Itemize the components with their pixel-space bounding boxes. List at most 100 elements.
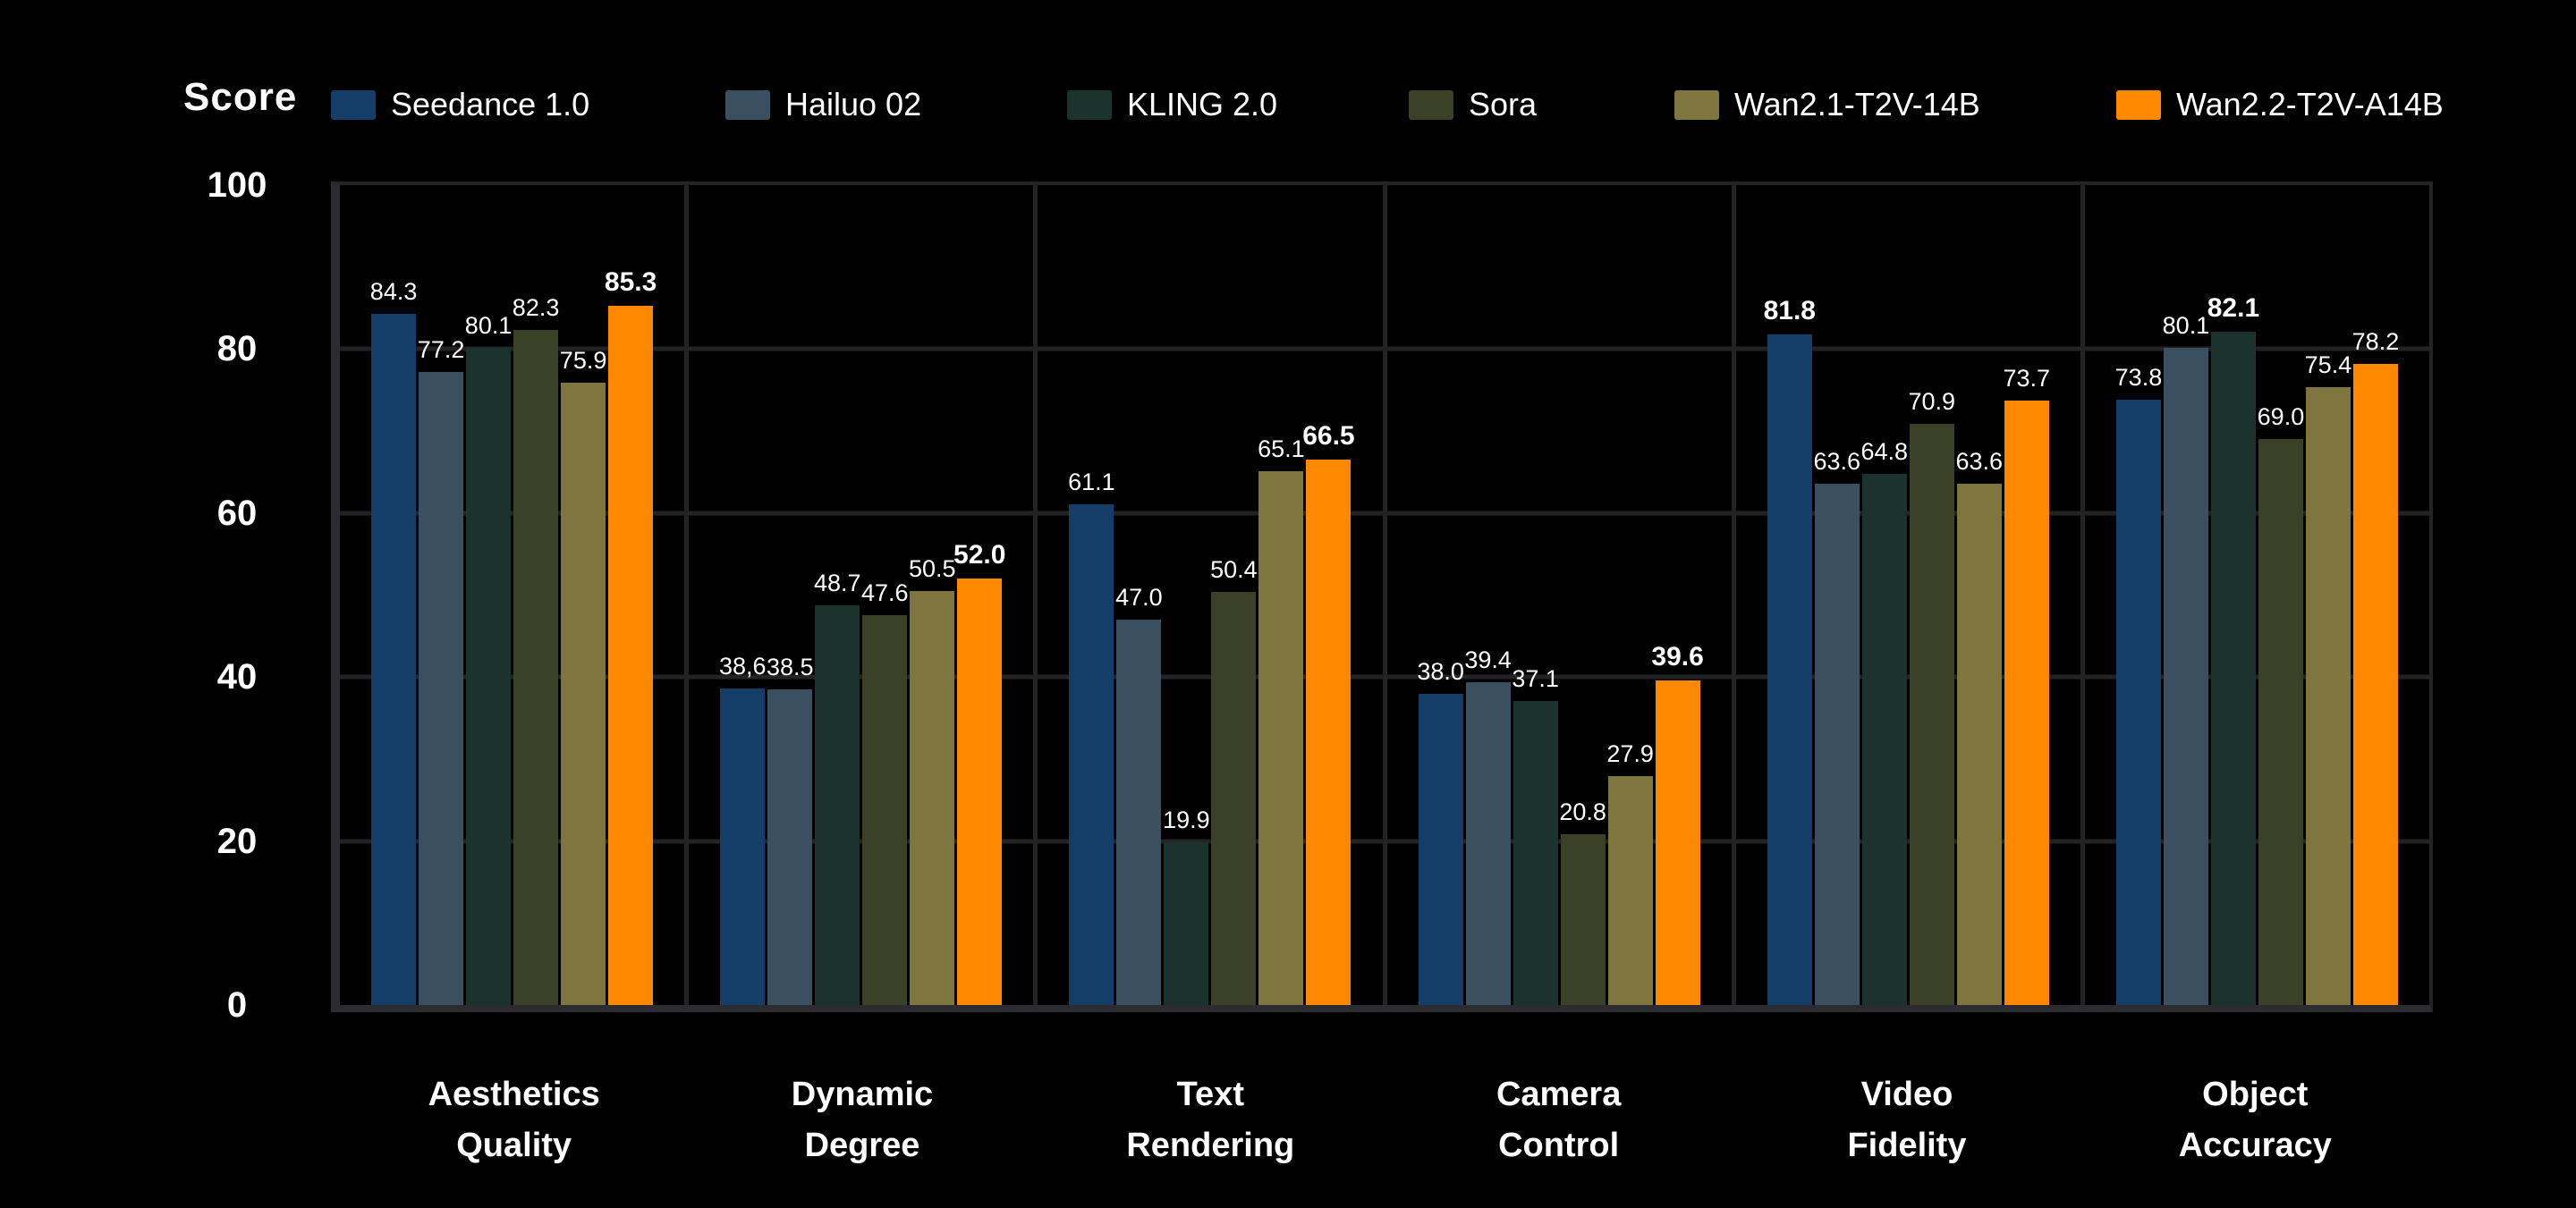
- legend-item-wan2-1-t2v-14b[interactable]: Wan2.1-T2V-14B: [1674, 86, 1980, 123]
- bar-value-label: 65.1: [1258, 435, 1305, 463]
- bars-row: 38,6 38.5 48.7 47.6 50.5 52.0: [689, 185, 1033, 1005]
- x-category-label-line: Accuracy: [2178, 1127, 2332, 1164]
- bar-value-label: 27.9: [1606, 740, 1654, 768]
- bars-row: 61.1 47.0 19.9 50.4 65.1 66.5: [1038, 185, 1382, 1005]
- barwrap-seedance-1-0: 84.3: [370, 185, 417, 1005]
- group-aesthetics-quality: 84.3 77.2 80.1 82.3 75.9 85.3: [340, 185, 690, 1005]
- legend-label: Seedance 1.0: [391, 86, 590, 122]
- bar-value-label: 47.6: [860, 579, 909, 606]
- bar-value-label: 63.6: [1955, 447, 2004, 475]
- legend-label: Hailuo 02: [785, 86, 922, 122]
- bar-value-label: 61.1: [1068, 468, 1115, 495]
- bar-hailuo-02-dynamic-degree: [767, 688, 813, 1005]
- x-category-label-line: Dynamic: [791, 1076, 934, 1113]
- barwrap-kling-2-0: 64.8: [1860, 185, 1908, 1005]
- bar-sora-dynamic-degree: [862, 614, 908, 1005]
- bar-value-label: 39.4: [1464, 646, 1512, 673]
- barwrap-seedance-1-0: 61.1: [1068, 185, 1115, 1005]
- x-category-label-line: Fidelity: [1847, 1127, 1967, 1164]
- legend-item-kling-2-0[interactable]: KLING 2.0: [1067, 86, 1277, 123]
- barwrap-hailuo-02: 38.5: [767, 185, 814, 1005]
- bar-value-label: 78.2: [2351, 327, 2400, 355]
- barwrap-wan2-1-t2v-14b: 63.6: [1955, 185, 2004, 1005]
- bars-row: 73.8 80.1 82.1 69.0 75.4 78.2: [2085, 185, 2429, 1005]
- x-category-label-camera-control: Camera Control: [1385, 1069, 1733, 1171]
- bar-wan2-2-t2v-a14b-camera-control: [1655, 680, 1700, 1005]
- bar-value-label: 80.1: [2162, 312, 2210, 340]
- group-dynamic-degree: 38,6 38.5 48.7 47.6 50.5 52.0: [689, 185, 1038, 1005]
- x-category-label-line: Video: [1860, 1076, 1953, 1113]
- legend-item-seedance-1-0[interactable]: Seedance 1.0: [331, 86, 589, 123]
- bar-value-label: 50.4: [1210, 555, 1258, 583]
- group-video-fidelity: 81.8 63.6 64.8 70.9 63.6 73.7: [1736, 185, 2085, 1005]
- bar-seedance-1-0-video-fidelity: [1767, 334, 1812, 1005]
- barwrap-seedance-1-0: 38,6: [719, 185, 767, 1005]
- bar-kling-2-0-text-rendering: [1164, 841, 1209, 1005]
- barwrap-sora: 70.9: [1908, 185, 1955, 1005]
- barwrap-kling-2-0: 48.7: [813, 185, 861, 1005]
- legend-item-wan2-2-t2v-a14b[interactable]: Wan2.2-T2V-A14B: [2116, 86, 2444, 123]
- bar-value-label: 73.8: [2114, 364, 2163, 392]
- bar-value-label: 77.2: [417, 336, 465, 364]
- barwrap-wan2-2-t2v-a14b: 39.6: [1651, 185, 1704, 1005]
- bar-value-label: 82.3: [512, 294, 560, 322]
- barwrap-sora: 47.6: [860, 185, 909, 1005]
- legend-swatch-sora: [1409, 89, 1453, 120]
- bar-sora-aesthetics-quality: [513, 330, 559, 1005]
- barwrap-kling-2-0: 82.1: [2207, 185, 2259, 1005]
- legend-item-hailuo-02[interactable]: Hailuo 02: [725, 86, 921, 123]
- barwrap-wan2-1-t2v-14b: 50.5: [908, 185, 956, 1005]
- bar-value-label: 47.0: [1115, 584, 1163, 612]
- bar-value-label: 66.5: [1302, 421, 1355, 452]
- bar-value-label: 69.0: [2257, 403, 2305, 431]
- bar-wan2-1-t2v-14b-camera-control: [1607, 776, 1653, 1005]
- bar-wan2-2-t2v-a14b-dynamic-degree: [957, 579, 1003, 1005]
- bar-value-label: 50.5: [908, 554, 956, 582]
- bar-wan2-1-t2v-14b-object-accuracy: [2305, 386, 2351, 1005]
- bar-value-label: 75.4: [2304, 351, 2352, 378]
- x-category-label-dynamic-degree: Dynamic Degree: [688, 1069, 1036, 1171]
- bar-hailuo-02-text-rendering: [1116, 620, 1162, 1005]
- legend-item-sora[interactable]: Sora: [1409, 86, 1537, 123]
- bar-kling-2-0-video-fidelity: [1861, 473, 1907, 1005]
- plot-area: 84.3 77.2 80.1 82.3 75.9 85.3 38,6 38.5 48.7 47.6…: [331, 182, 2433, 1012]
- legend-label: Sora: [1469, 86, 1538, 122]
- bar-wan2-2-t2v-a14b-aesthetics-quality: [608, 305, 654, 1005]
- bar-sora-object-accuracy: [2258, 439, 2303, 1005]
- barwrap-sora: 20.8: [1559, 185, 1606, 1005]
- legend-label: Wan2.2-T2V-A14B: [2176, 86, 2444, 122]
- bar-hailuo-02-video-fidelity: [1814, 483, 1860, 1005]
- x-category-label-text-rendering: Text Rendering: [1037, 1069, 1385, 1171]
- y-tick-label-40: 40: [216, 657, 258, 697]
- x-category-label-line: Quality: [456, 1127, 572, 1164]
- bar-kling-2-0-aesthetics-quality: [466, 348, 512, 1005]
- barwrap-seedance-1-0: 81.8: [1764, 185, 1816, 1005]
- barwrap-sora: 50.4: [1210, 185, 1258, 1005]
- bar-kling-2-0-dynamic-degree: [815, 605, 860, 1005]
- bar-wan2-2-t2v-a14b-object-accuracy: [2352, 363, 2398, 1005]
- bar-value-label: 73.7: [2003, 365, 2051, 393]
- x-category-label-video-fidelity: Video Fidelity: [1733, 1069, 2080, 1171]
- x-category-label-line: Control: [1498, 1127, 1620, 1164]
- barwrap-wan2-1-t2v-14b: 65.1: [1258, 185, 1305, 1005]
- x-category-label-line: Camera: [1496, 1076, 1622, 1113]
- x-category-label-line: Rendering: [1126, 1127, 1295, 1164]
- bar-groups: 84.3 77.2 80.1 82.3 75.9 85.3 38,6 38.5 48.7 47.6…: [340, 185, 2429, 1005]
- barwrap-wan2-2-t2v-a14b: 78.2: [2351, 185, 2400, 1005]
- group-object-accuracy: 73.8 80.1 82.1 69.0 75.4 78.2: [2085, 185, 2429, 1005]
- bar-value-label: 48.7: [813, 570, 861, 597]
- barwrap-wan2-2-t2v-a14b: 85.3: [605, 185, 657, 1005]
- bar-value-label: 19.9: [1163, 806, 1210, 833]
- x-category-label-line: Aesthetics: [428, 1076, 600, 1113]
- bar-seedance-1-0-object-accuracy: [2115, 400, 2161, 1005]
- group-text-rendering: 61.1 47.0 19.9 50.4 65.1 66.5: [1038, 185, 1387, 1005]
- barwrap-wan2-2-t2v-a14b: 73.7: [2003, 185, 2051, 1005]
- barwrap-wan2-2-t2v-a14b: 52.0: [953, 185, 1005, 1005]
- x-category-label-line: Text: [1176, 1076, 1244, 1113]
- bar-value-label: 20.8: [1559, 798, 1606, 826]
- x-category-label-line: Degree: [804, 1127, 920, 1164]
- x-axis-labels: Aesthetics Quality Dynamic Degree Text Render…: [340, 1069, 2429, 1171]
- y-axis-ticks: 0 20 40 60 80 100: [179, 165, 295, 1025]
- legend-title: Score: [183, 75, 298, 119]
